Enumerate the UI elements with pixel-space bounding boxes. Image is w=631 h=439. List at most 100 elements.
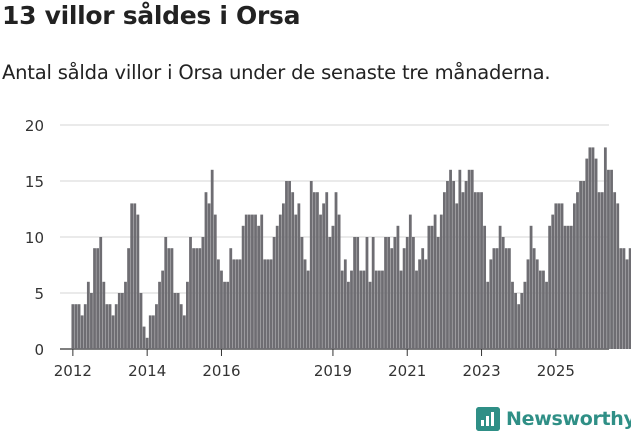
y-tick-label: 0 (34, 341, 44, 359)
bar (167, 248, 171, 349)
bar (288, 181, 291, 349)
bar (170, 248, 174, 349)
bar (161, 270, 165, 349)
bar (517, 304, 521, 349)
bar (529, 225, 533, 349)
bar (628, 248, 631, 349)
bar (316, 192, 319, 349)
bar (560, 203, 564, 349)
bar (142, 326, 146, 349)
bar (139, 293, 143, 349)
bar (511, 281, 514, 349)
bar (597, 192, 601, 349)
bar (402, 248, 406, 349)
bar (464, 181, 468, 349)
bar (241, 225, 245, 349)
bar (108, 304, 112, 349)
bar (374, 270, 378, 349)
y-tick-label: 15 (25, 173, 44, 191)
bar (504, 248, 508, 349)
newsworthy-logo[interactable]: Newsworthy (476, 407, 631, 431)
x-tick-label: 2019 (314, 362, 352, 380)
bar (278, 214, 282, 349)
bar (105, 304, 109, 349)
bar (114, 304, 118, 349)
bar (433, 214, 437, 349)
bar (148, 315, 152, 349)
bar (186, 281, 189, 349)
bar (281, 203, 285, 349)
bar (436, 237, 440, 349)
bar (483, 225, 487, 349)
bar (251, 214, 254, 349)
bar (312, 192, 316, 349)
bar (192, 248, 196, 349)
bar (210, 169, 214, 349)
bar (263, 259, 267, 349)
bar (325, 192, 329, 349)
bar (390, 248, 394, 349)
bar (480, 192, 483, 349)
bar (495, 248, 499, 349)
y-tick-label: 20 (25, 117, 44, 135)
bar (430, 225, 434, 349)
bar (455, 203, 459, 349)
bar (594, 158, 598, 349)
bar (216, 259, 220, 349)
y-tick-label: 10 (25, 229, 44, 247)
bar (520, 293, 524, 349)
bar (350, 270, 353, 349)
bar (99, 237, 103, 349)
x-tick-label: 2025 (537, 362, 575, 380)
bar (501, 237, 505, 349)
bar (90, 293, 93, 349)
bar (514, 293, 517, 349)
bar (449, 169, 452, 349)
bar (340, 270, 344, 349)
bar (294, 214, 298, 349)
bar (557, 203, 561, 349)
bar (405, 237, 409, 349)
bar (189, 237, 192, 349)
bar (498, 225, 502, 349)
bar (201, 237, 205, 349)
bar (275, 225, 279, 349)
bar (477, 192, 480, 349)
bar (554, 203, 558, 349)
x-tick-label: 2023 (462, 362, 500, 380)
bar (213, 214, 217, 349)
bar (182, 315, 186, 349)
bar (458, 169, 462, 349)
bar (220, 270, 223, 349)
bar (526, 259, 530, 349)
bar (130, 203, 134, 349)
bar (235, 259, 239, 349)
bar (461, 192, 465, 349)
bar (470, 169, 474, 349)
bar (507, 248, 511, 349)
bar (585, 158, 589, 349)
bar (365, 237, 369, 349)
x-tick-label: 2016 (202, 362, 240, 380)
bar (622, 248, 626, 349)
bar (322, 203, 326, 349)
bar (619, 248, 623, 349)
bar (439, 214, 443, 349)
bar (384, 237, 387, 349)
x-tick-label: 2021 (388, 362, 426, 380)
bar (232, 259, 236, 349)
bar (328, 237, 332, 349)
bar (291, 192, 295, 349)
bar (223, 281, 226, 349)
bar (93, 248, 96, 349)
newsworthy-logo-icon (476, 407, 500, 431)
bar (424, 259, 428, 349)
bar (285, 181, 288, 349)
bar (421, 248, 425, 349)
bar (408, 214, 412, 349)
bar (151, 315, 155, 349)
bar (532, 248, 536, 349)
bar (396, 225, 400, 349)
bar (387, 237, 391, 349)
bar (120, 293, 124, 349)
